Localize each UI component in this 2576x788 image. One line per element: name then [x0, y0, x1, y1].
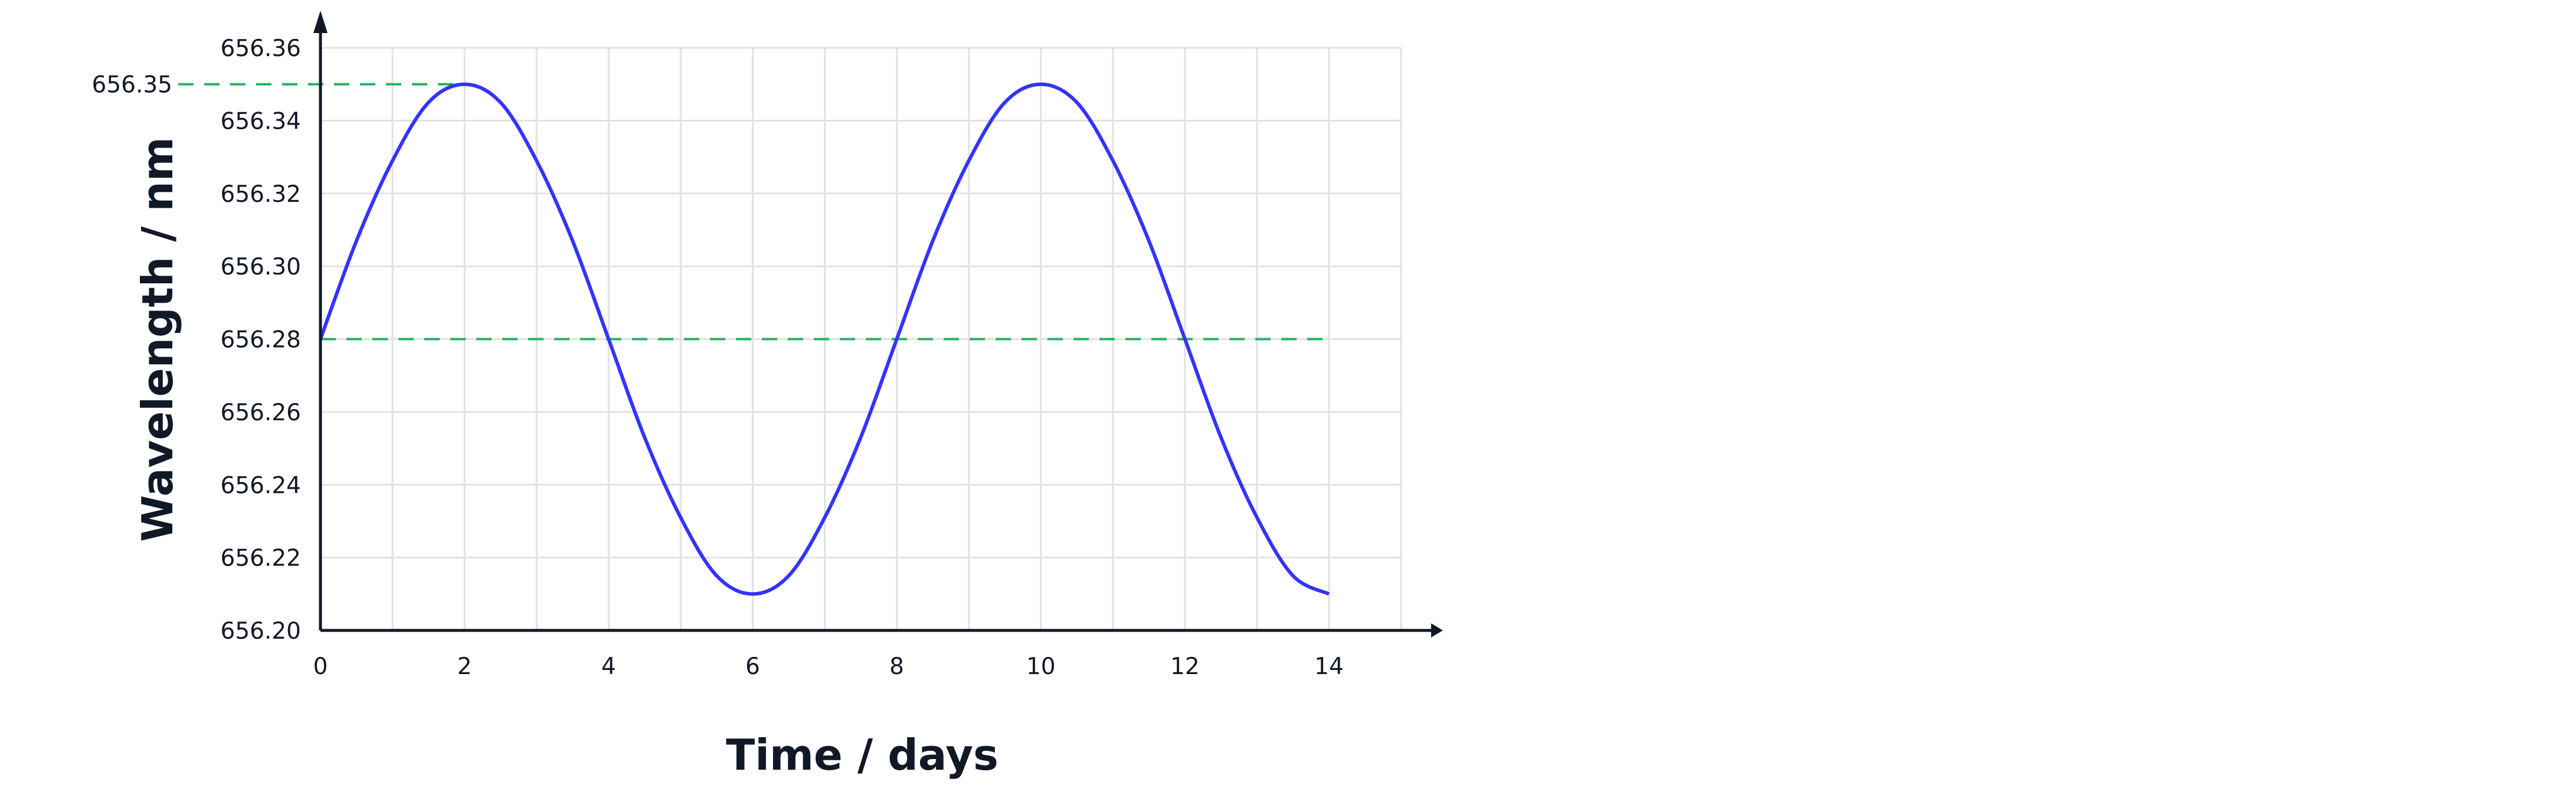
y-tick-label: 656.20: [221, 618, 301, 645]
y-tick-label: 656.28: [221, 327, 301, 354]
x-tick-label: 12: [1170, 653, 1200, 680]
x-tick-label: 6: [745, 653, 760, 680]
y-tick-label: 656.22: [221, 545, 301, 572]
y-axis-title: Wavelength / nm: [133, 137, 182, 542]
x-tick-label: 4: [601, 653, 616, 680]
y-axis-arrow-icon: [313, 11, 328, 33]
x-axis-arrow-icon: [1431, 623, 1443, 637]
y-tick-label: 656.32: [221, 181, 301, 208]
x-tick-label: 10: [1026, 653, 1056, 680]
y-tick-label: 656.24: [221, 472, 301, 499]
reference-line-label: 656.35: [92, 72, 172, 99]
series: [319, 82, 1330, 596]
x-tick-label: 14: [1314, 653, 1344, 680]
x-tick-labels: 0 2 4 6 8 10 12 14: [313, 653, 1344, 680]
y-tick-label: 656.26: [221, 400, 301, 426]
y-tick-label: 656.36: [221, 35, 301, 62]
x-tick-label: 2: [457, 653, 472, 680]
x-axis-title: Time / days: [726, 730, 999, 780]
y-tick-label: 656.30: [221, 254, 301, 280]
data-series-line: [319, 82, 1330, 596]
x-tick-label: 0: [313, 653, 328, 680]
y-tick-labels: 656.20 656.22 656.24 656.26 656.28 656.30 656.…: [221, 35, 301, 645]
axes: [313, 11, 1443, 637]
x-tick-label: 8: [889, 653, 904, 680]
y-tick-label: 656.34: [221, 108, 301, 135]
